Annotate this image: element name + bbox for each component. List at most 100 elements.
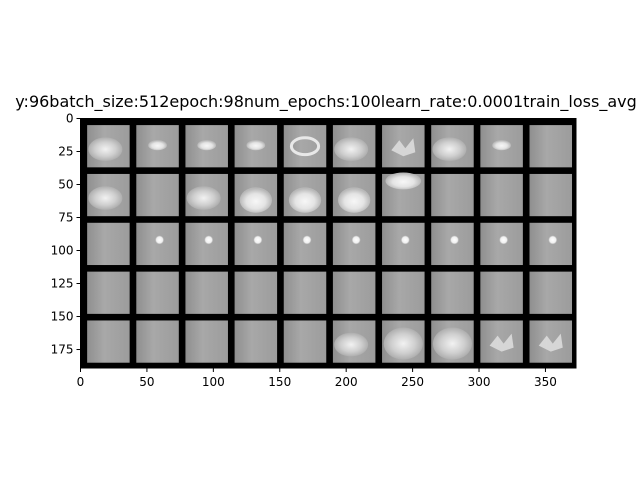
image-tile <box>234 125 278 168</box>
image-tile <box>332 125 376 168</box>
image-tile <box>136 173 179 217</box>
x-axis: 0 50 100 150 200 250 300 350 <box>77 368 557 389</box>
image-tile <box>283 222 327 266</box>
image-tile <box>529 271 573 314</box>
chart-title: y:96batch_size:512epoch:98num_epochs:100… <box>0 92 640 114</box>
y-tick-label: 75 <box>58 211 73 225</box>
x-tick-label: 100 <box>202 375 225 389</box>
image-tile <box>185 271 228 314</box>
tile-shape <box>88 186 123 210</box>
tile-background <box>431 271 474 314</box>
tile-shape <box>400 235 410 245</box>
tile-background <box>480 271 523 314</box>
chart-title-text: y:96batch_size:512epoch:98num_epochs:100… <box>15 92 637 111</box>
tile-shape <box>492 140 511 151</box>
image-tile <box>136 320 179 363</box>
image-tile <box>234 271 278 314</box>
image-tile <box>283 125 327 168</box>
image-tile <box>529 222 573 266</box>
image-tile <box>87 173 130 217</box>
tile-shape <box>334 332 369 357</box>
tile-shape <box>197 140 217 151</box>
image-tile <box>234 320 278 363</box>
image-tile <box>185 222 228 266</box>
image-tile <box>283 320 327 363</box>
tile-background <box>185 271 228 314</box>
tile-shape <box>302 235 312 245</box>
image-tile <box>332 320 376 363</box>
tile-shape <box>148 140 167 151</box>
image-tile <box>332 173 376 217</box>
image-tile <box>185 320 228 363</box>
tile-background <box>234 320 278 363</box>
image-tile <box>185 125 228 168</box>
tile-shape <box>499 235 509 245</box>
y-tick-label: 100 <box>51 244 74 258</box>
image-tile <box>234 173 278 217</box>
image-tile <box>382 125 425 168</box>
image-tile <box>431 320 474 363</box>
tile-background <box>529 173 573 217</box>
tile-shape <box>538 333 563 352</box>
tile-background <box>529 271 573 314</box>
y-tick-label: 50 <box>58 178 73 192</box>
image-tile <box>136 222 179 266</box>
tile-shape <box>253 235 263 245</box>
tile-shape <box>351 235 361 245</box>
image-tile <box>136 271 179 314</box>
tile-shape <box>391 138 416 157</box>
y-tick-label: 175 <box>51 343 74 357</box>
tile-shape <box>334 137 369 162</box>
image-tile <box>382 320 425 363</box>
image-tile <box>87 271 130 314</box>
tile-shape <box>186 186 221 210</box>
image-tile <box>332 271 376 314</box>
image-tile <box>431 173 474 217</box>
image-tile <box>185 173 228 217</box>
y-tick-label: 0 <box>66 112 74 126</box>
x-tick-label: 300 <box>468 375 491 389</box>
image-tile <box>529 320 573 363</box>
image-tile <box>382 172 425 217</box>
y-tick-label: 150 <box>51 310 74 324</box>
tile-shape <box>239 187 273 213</box>
tile-background <box>136 173 179 217</box>
image-tile <box>332 222 376 266</box>
image-tile <box>529 125 573 168</box>
tile-shape <box>432 327 473 360</box>
tile-shape <box>432 137 467 162</box>
x-tick-label: 0 <box>77 375 85 389</box>
image-tile <box>431 271 474 314</box>
y-tick-label: 125 <box>51 277 74 291</box>
tile-shape <box>155 235 165 245</box>
tile-shape <box>289 136 321 157</box>
tile-background <box>87 222 130 266</box>
tile-background <box>480 173 523 217</box>
image-tile <box>529 173 573 217</box>
y-axis: 0 25 50 75 100 125 150 175 <box>51 112 81 357</box>
tile-shape <box>385 172 422 190</box>
tile-background <box>332 271 376 314</box>
image-tile <box>480 173 523 217</box>
image-tile <box>283 271 327 314</box>
image-tile <box>136 125 179 168</box>
tile-shape <box>449 235 459 245</box>
image-tile <box>382 222 425 266</box>
image-tile <box>234 222 278 266</box>
plot-frame <box>80 118 577 369</box>
tile-background <box>136 320 179 363</box>
tile-background <box>283 271 327 314</box>
tile-background <box>87 271 130 314</box>
x-tick-label: 150 <box>268 375 291 389</box>
image-tile <box>480 125 523 168</box>
tile-background <box>283 320 327 363</box>
tile-shape <box>548 235 558 245</box>
tile-shape <box>204 235 214 245</box>
tile-background <box>431 173 474 217</box>
tile-background <box>234 271 278 314</box>
tile-shape <box>246 140 266 151</box>
y-tick-label: 25 <box>58 145 73 159</box>
x-tick-label: 50 <box>139 375 154 389</box>
